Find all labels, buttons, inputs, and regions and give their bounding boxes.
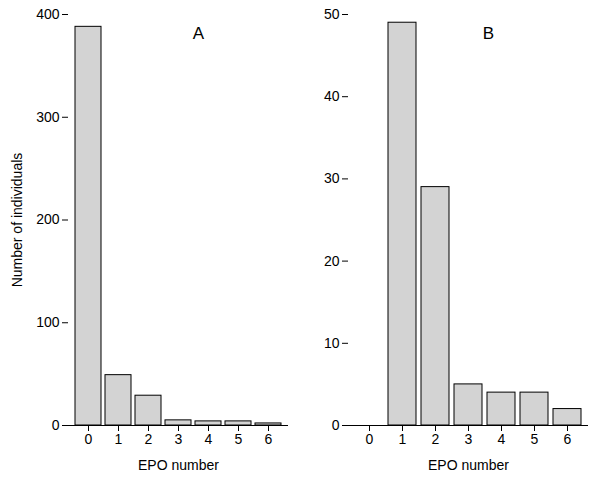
svg-text:0: 0 bbox=[52, 417, 60, 433]
svg-text:400: 400 bbox=[36, 6, 60, 22]
svg-text:Number of individuals: Number of individuals bbox=[9, 153, 25, 288]
svg-text:4: 4 bbox=[498, 431, 506, 447]
svg-text:200: 200 bbox=[36, 211, 60, 227]
svg-text:50: 50 bbox=[324, 6, 340, 22]
svg-text:1: 1 bbox=[115, 431, 123, 447]
svg-text:2: 2 bbox=[145, 431, 153, 447]
svg-text:100: 100 bbox=[36, 314, 60, 330]
svg-text:A: A bbox=[193, 24, 205, 43]
svg-text:5: 5 bbox=[531, 431, 539, 447]
svg-text:3: 3 bbox=[175, 431, 183, 447]
svg-text:4: 4 bbox=[205, 431, 213, 447]
svg-text:0: 0 bbox=[366, 431, 374, 447]
svg-text:5: 5 bbox=[235, 431, 243, 447]
svg-text:20: 20 bbox=[324, 253, 340, 269]
svg-text:6: 6 bbox=[265, 431, 273, 447]
svg-text:3: 3 bbox=[465, 431, 473, 447]
svg-text:EPO number: EPO number bbox=[138, 457, 219, 473]
svg-text:300: 300 bbox=[36, 109, 60, 125]
svg-text:EPO number: EPO number bbox=[428, 457, 509, 473]
svg-text:10: 10 bbox=[324, 335, 340, 351]
svg-text:B: B bbox=[483, 24, 494, 43]
svg-text:2: 2 bbox=[432, 431, 440, 447]
svg-text:0: 0 bbox=[332, 417, 340, 433]
svg-text:40: 40 bbox=[324, 88, 340, 104]
svg-text:30: 30 bbox=[324, 170, 340, 186]
svg-text:0: 0 bbox=[85, 431, 93, 447]
svg-text:6: 6 bbox=[564, 431, 572, 447]
svg-text:1: 1 bbox=[399, 431, 407, 447]
